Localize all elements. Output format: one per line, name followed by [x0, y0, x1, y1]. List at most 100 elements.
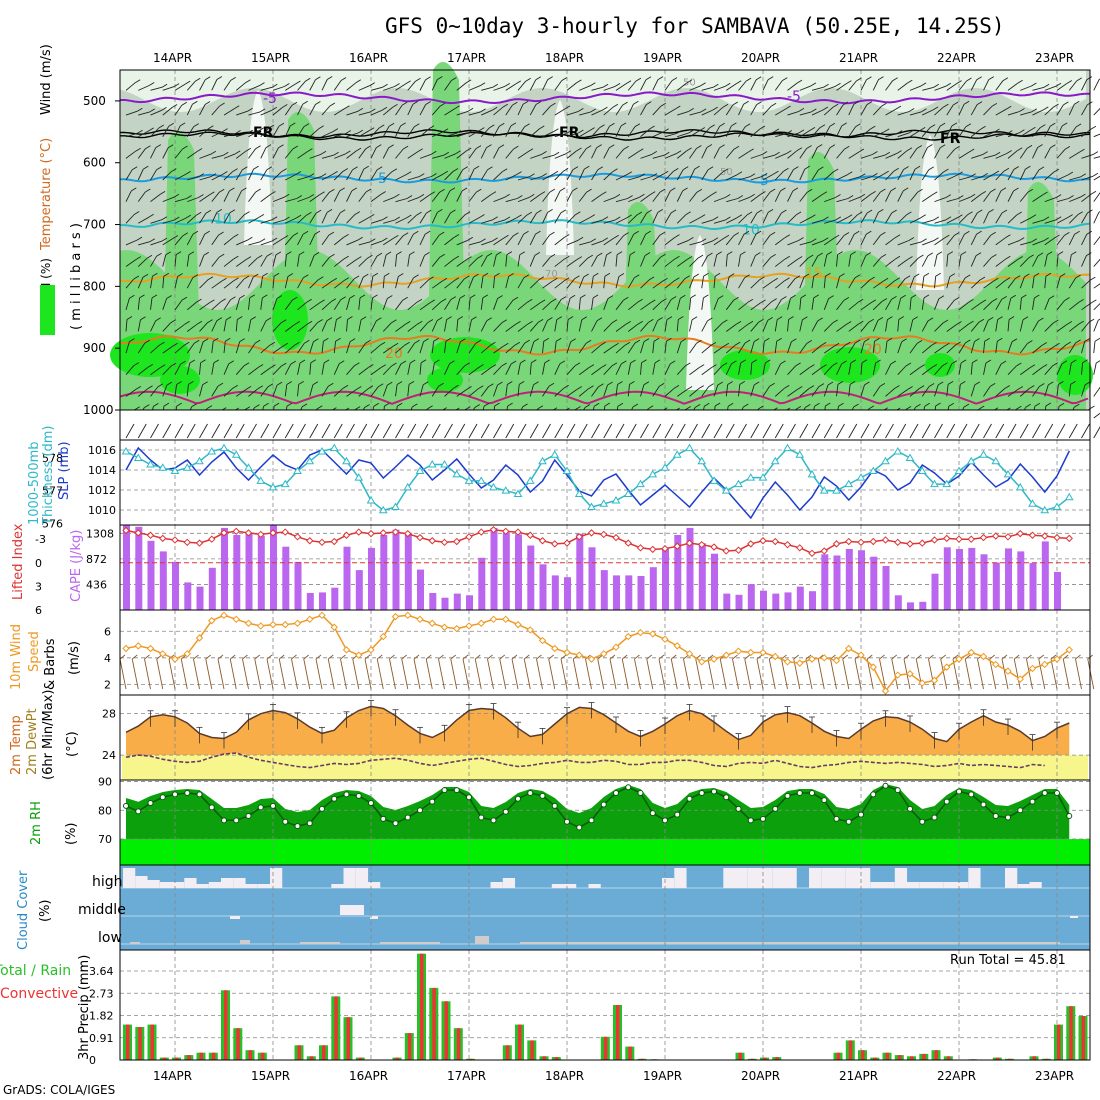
wind-barb-flag	[339, 209, 346, 214]
thickness-point	[758, 473, 768, 481]
wind-barb	[983, 320, 989, 332]
wind-barb-flag	[320, 150, 327, 155]
wind-barb	[701, 320, 708, 332]
wind-barb-flag	[1006, 150, 1012, 154]
thickness-point	[415, 466, 425, 475]
wind-barb	[578, 297, 581, 310]
wind-barb-flag	[208, 125, 214, 130]
wind-barb-flag	[811, 238, 817, 243]
wind-barb-flag	[945, 194, 952, 198]
rh2m-point	[637, 789, 644, 796]
wind-barb-flag	[464, 275, 470, 280]
wind-barb-flag	[902, 187, 909, 192]
wind-barb-flag	[356, 256, 362, 260]
wind-barb	[309, 128, 319, 138]
rh2m-point	[992, 813, 999, 820]
wind-barb	[615, 344, 626, 354]
wind-barb	[811, 194, 823, 203]
wind10-point	[391, 612, 400, 621]
wind-barb-flag	[275, 251, 282, 256]
wind10-point	[820, 654, 828, 662]
wind10-point	[318, 611, 326, 620]
wind-barb-flag	[381, 106, 388, 111]
wind-barb	[297, 176, 310, 181]
wind-barb-flag	[1043, 237, 1049, 242]
wind-barb-flag	[769, 382, 775, 387]
wind-barb	[1020, 217, 1032, 224]
thickness-point	[342, 456, 351, 465]
wind-barb	[738, 342, 746, 354]
wind-barb	[983, 257, 992, 267]
wind10-point	[943, 663, 951, 671]
wind10-barb	[879, 658, 886, 690]
wind-barb-flag	[657, 76, 664, 80]
wind-barb	[235, 82, 246, 91]
wind-barb-flag	[989, 383, 996, 387]
wind-barb-flag	[454, 105, 460, 110]
rh-dry-gap	[546, 100, 574, 255]
wind-barb-flag	[611, 362, 618, 367]
wind10-barb-flag	[205, 654, 212, 660]
wind-barb-flag	[572, 187, 578, 192]
precip-unit: 3hr Precip (mm)	[77, 955, 92, 1060]
wind-barb-flag	[133, 362, 140, 366]
wind-barb	[162, 365, 172, 376]
wind-barb	[1056, 324, 1068, 332]
wind10-point	[918, 679, 926, 687]
wind-barb-flag	[218, 253, 225, 258]
wind-barb-flag	[602, 106, 608, 111]
wind-barb	[284, 125, 291, 137]
cloud-high-bar	[894, 868, 908, 888]
wind-barb-flag	[232, 168, 238, 172]
wind-barb-flag	[982, 151, 988, 155]
wind-barb	[138, 216, 149, 224]
wind-barb	[762, 234, 771, 246]
wind-barb	[566, 190, 573, 202]
wind-barb-flag	[172, 235, 179, 239]
wind-barb	[1056, 83, 1068, 91]
wind-barb	[260, 276, 264, 289]
thickness-point	[648, 469, 658, 478]
wind-barb-flag	[818, 383, 825, 387]
wind-barb	[431, 320, 438, 332]
wind-barb-flag	[323, 359, 330, 364]
wind-barb	[321, 154, 334, 159]
wind-barb-flag	[1080, 193, 1086, 198]
wind-barb	[1081, 79, 1088, 91]
wind-barb-flag	[1054, 234, 1060, 239]
wind-barb-flag	[933, 216, 940, 221]
wind-barb-flag	[786, 150, 792, 154]
wind-barb	[676, 259, 688, 267]
wind-barb	[591, 320, 598, 332]
wind-barb-flag	[576, 256, 583, 260]
wind-barb	[1069, 196, 1081, 203]
rh2m-point	[368, 800, 374, 807]
wind-barb-flag	[960, 381, 966, 385]
wind-barb-flag	[492, 83, 499, 88]
wind-barb-flag	[861, 359, 868, 364]
wind-barb	[493, 345, 504, 354]
wind-barb-flag	[547, 76, 553, 80]
wind-barb-flag	[534, 252, 541, 256]
wind-barb	[481, 109, 493, 116]
wind-barb	[554, 258, 565, 267]
wind-barb	[211, 79, 218, 91]
wind10-barb-flag	[744, 654, 751, 660]
left-labels-wind10: 10m Wind Speed & Barbs (m/s)	[9, 624, 82, 690]
wind-barb	[664, 237, 675, 246]
thickness-point	[133, 453, 143, 461]
wind-barb	[505, 363, 512, 375]
wind-barb-flag	[699, 127, 706, 131]
precip-conv-label: Convective	[0, 986, 78, 1002]
precip-conv-bar	[236, 1028, 240, 1060]
li-point	[710, 543, 718, 551]
wind-barb-flag	[703, 294, 709, 299]
wind-barb	[1044, 219, 1057, 224]
cape-bar	[404, 532, 412, 610]
wind-barb-flag	[522, 100, 529, 105]
wind-barb-flag	[290, 360, 297, 365]
wind-barb	[199, 341, 204, 354]
wind-barb	[934, 171, 944, 181]
wind-barb-flag	[489, 124, 495, 129]
rh2m-point	[172, 791, 178, 798]
